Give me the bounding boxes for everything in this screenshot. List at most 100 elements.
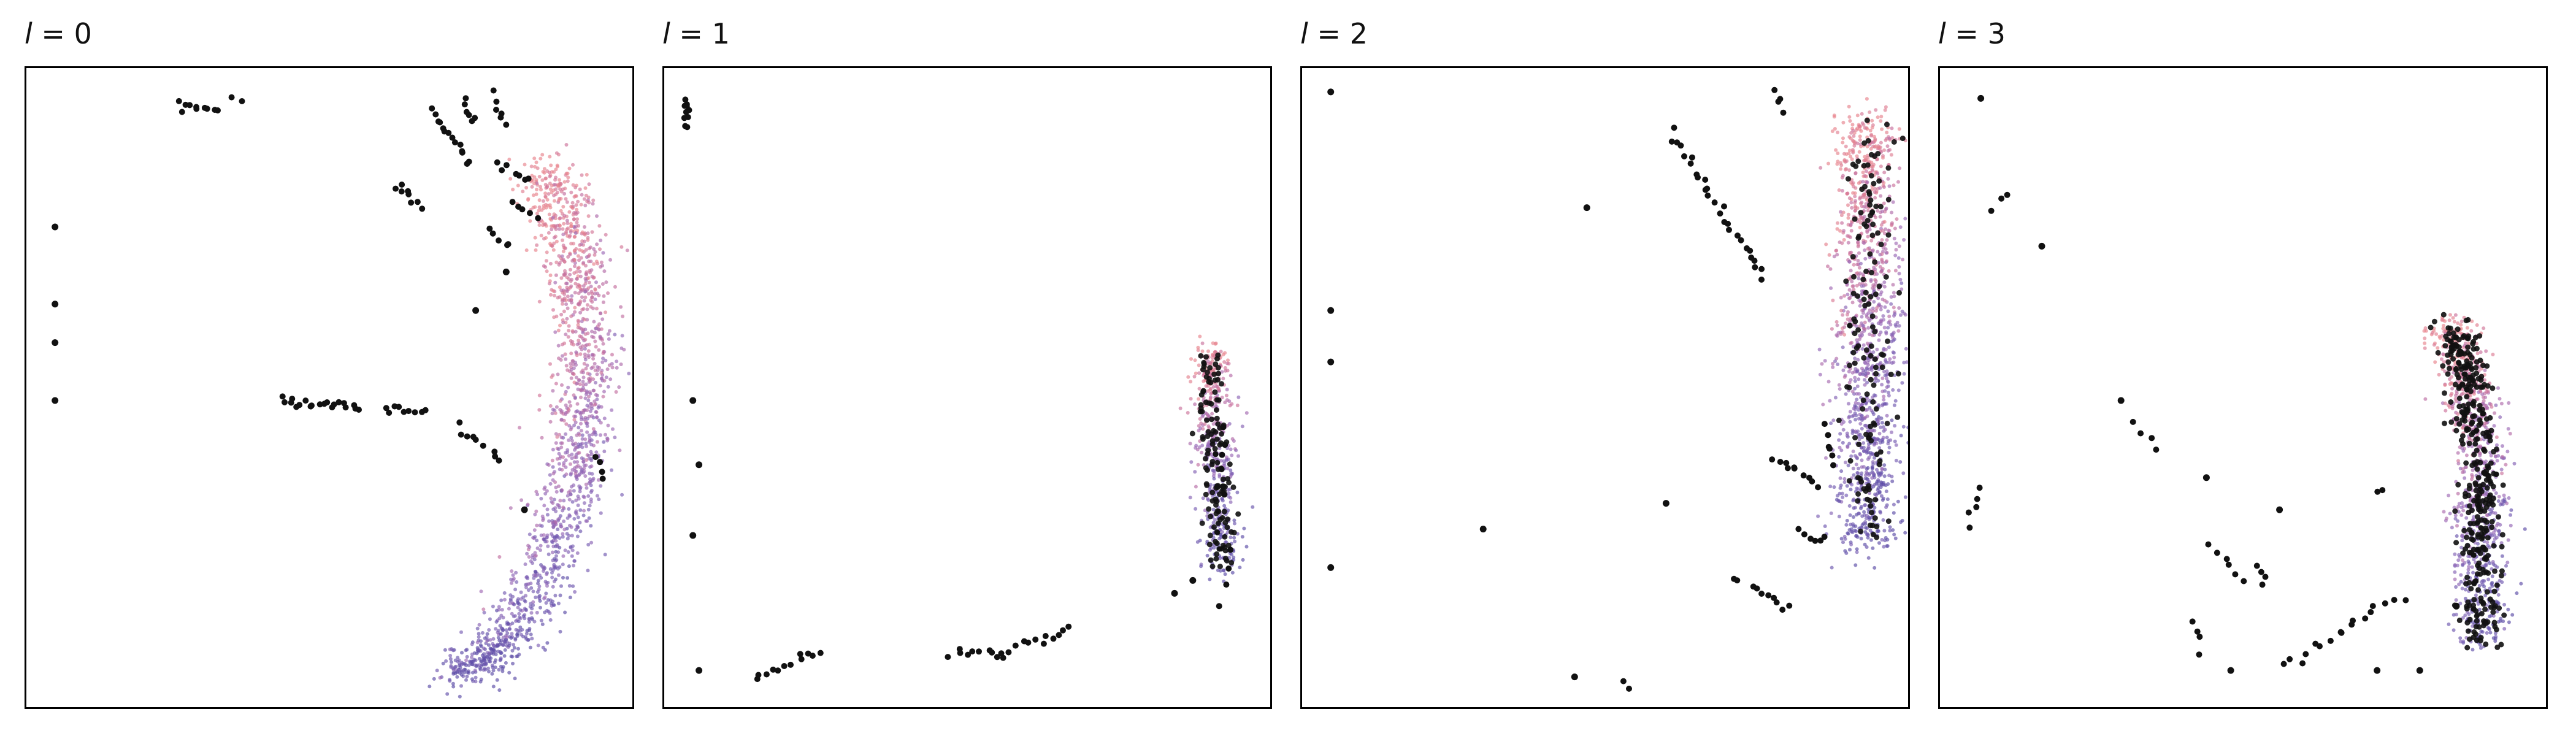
cluster-point (570, 439, 574, 443)
cluster-point (544, 224, 548, 228)
cluster-point (2459, 580, 2463, 584)
cluster-point (1897, 324, 1901, 328)
cluster-point (589, 285, 593, 289)
cluster-point (2489, 532, 2493, 536)
outlier-point (1868, 503, 1874, 509)
cluster-point (607, 329, 611, 333)
cluster-point (568, 489, 572, 493)
cluster-point (1873, 377, 1877, 381)
cluster-point (556, 503, 560, 507)
cluster-point (1892, 355, 1896, 359)
cluster-point (1860, 347, 1865, 351)
outlier-point (1224, 516, 1230, 523)
cluster-point (1193, 358, 1197, 362)
cluster-point (2444, 516, 2448, 521)
outlier-point (1863, 223, 1869, 229)
outlier-point (2484, 589, 2490, 595)
cluster-point (1877, 431, 1882, 435)
cluster-point (1200, 450, 1204, 454)
cluster-point (1882, 369, 1886, 374)
cluster-point (575, 433, 579, 437)
cluster-point (1235, 404, 1240, 407)
cluster-point (617, 385, 621, 389)
cluster-point (478, 680, 483, 684)
outlier-point (496, 457, 502, 464)
outlier-point (491, 448, 498, 455)
outlier-point (1220, 477, 1226, 483)
cluster-point (2463, 613, 2467, 618)
cluster-point (2471, 468, 2475, 472)
cluster-point (554, 509, 558, 513)
cluster-point (1827, 161, 1830, 166)
outlier-point (486, 225, 493, 232)
cluster-point (604, 280, 608, 285)
cluster-point (1866, 556, 1871, 560)
cluster-point (516, 646, 520, 651)
cluster-point (588, 436, 592, 440)
cluster-point (578, 466, 583, 470)
cluster-point (598, 334, 602, 339)
cluster-point (567, 324, 571, 328)
cluster-point (1873, 138, 1877, 142)
cluster-point (1855, 471, 1860, 475)
cluster-point (2470, 565, 2474, 569)
cluster-point (554, 485, 558, 489)
cluster-point (571, 163, 575, 167)
cluster-point (564, 472, 569, 477)
cluster-point (1833, 396, 1838, 400)
cluster-point (1879, 223, 1884, 227)
cluster-point (543, 177, 548, 181)
cluster-point (551, 472, 556, 476)
cluster-point (580, 230, 585, 234)
cluster-point (508, 506, 513, 510)
outlier-point (1858, 479, 1865, 485)
cluster-point (1212, 546, 1216, 550)
outlier-point (2490, 385, 2496, 391)
cluster-point (2470, 319, 2474, 323)
cluster-point (2485, 631, 2489, 635)
cluster-point (586, 231, 590, 236)
cluster-point (557, 198, 561, 202)
cluster-point (1850, 284, 1855, 288)
cluster-point (513, 637, 518, 641)
cluster-point (1890, 479, 1895, 483)
cluster-point (1221, 377, 1225, 381)
cluster-point (444, 659, 448, 663)
cluster-point (2485, 540, 2490, 545)
cluster-point (2459, 545, 2464, 550)
cluster-point (565, 576, 570, 580)
outlier-point (1868, 269, 1874, 275)
outlier-point (401, 408, 407, 415)
cluster-point (548, 618, 553, 622)
cluster-point (1868, 528, 1873, 532)
outlier-point (1872, 515, 1878, 521)
cluster-point (565, 294, 570, 299)
cluster-point (497, 667, 501, 672)
cluster-point (610, 353, 614, 357)
cluster-point (497, 638, 502, 643)
cluster-point (569, 351, 573, 356)
cluster-point (574, 203, 578, 207)
cluster-point (1855, 154, 1859, 158)
cluster-point (1232, 521, 1236, 526)
cluster-point (1850, 157, 1854, 161)
cluster-point (510, 581, 513, 585)
cluster-point (479, 589, 483, 594)
cluster-point (450, 660, 453, 664)
outlier-point (1208, 513, 1213, 519)
cluster-point (1895, 320, 1899, 324)
cluster-point (1836, 221, 1839, 225)
cluster-point (1875, 306, 1879, 310)
outlier-point (1042, 633, 1049, 639)
cluster-point (488, 646, 493, 651)
cluster-point (1865, 414, 1869, 418)
cluster-point (2485, 389, 2489, 394)
cluster-point (602, 450, 607, 453)
outlier-point (1704, 192, 1711, 199)
cluster-point (521, 596, 525, 599)
outlier-point (1209, 438, 1216, 444)
outlier-point (459, 148, 466, 155)
cluster-point (543, 265, 548, 269)
cluster-point (1882, 201, 1886, 205)
cluster-point (585, 172, 589, 177)
